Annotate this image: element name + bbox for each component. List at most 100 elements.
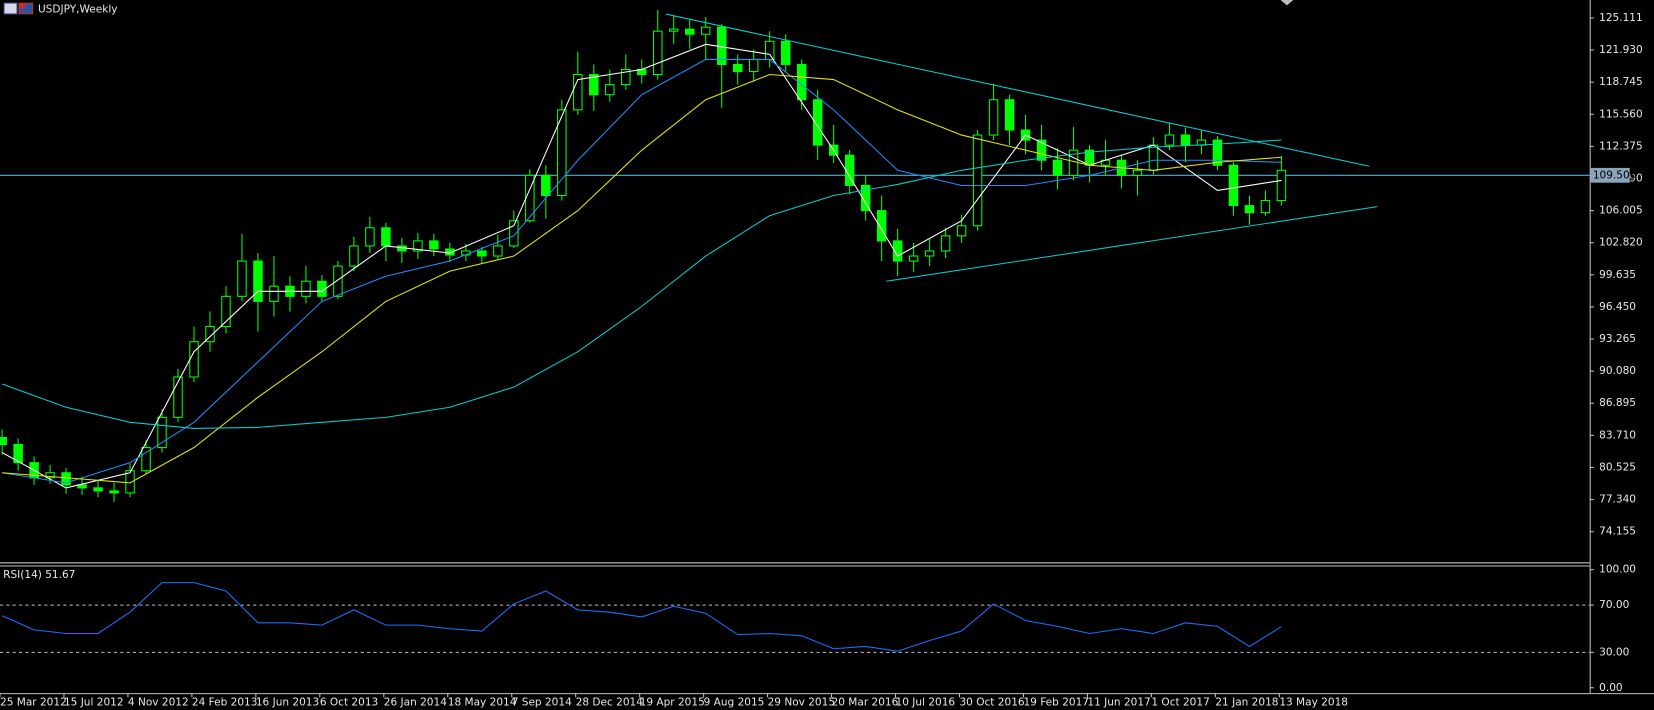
- y-tick-label: 86.895: [1599, 397, 1636, 409]
- y-tick-label: 0.00: [1599, 682, 1622, 694]
- candle-body: [956, 225, 967, 237]
- y-tick-label: 100.00: [1599, 564, 1636, 576]
- candle-body: [908, 255, 919, 262]
- candle-body: [653, 30, 663, 76]
- candle-body: [716, 26, 727, 65]
- x-tick-label: 25 Mar 2012: [0, 697, 67, 709]
- x-tick-label: 15 Jul 2012: [64, 697, 124, 709]
- candle-body: [748, 58, 759, 73]
- candle-body: [1052, 159, 1063, 176]
- x-tick-label: 30 Oct 2016: [959, 697, 1024, 709]
- candle-body: [413, 240, 423, 252]
- candle-body: [1148, 144, 1159, 171]
- candle-body: [1260, 200, 1271, 214]
- x-tick-label: 28 Dec 2014: [576, 697, 644, 709]
- candle-body: [365, 227, 375, 247]
- y-tick-label: 93.265: [1599, 333, 1636, 345]
- candle-body: [109, 490, 119, 494]
- x-tick-label: 20 Mar 2016: [832, 697, 899, 709]
- candle-body: [1132, 169, 1143, 176]
- symbol-icon: [3, 2, 34, 15]
- candle-body: [93, 487, 103, 492]
- x-tick-label: 16 Jun 2013: [256, 697, 319, 709]
- x-tick-label: 21 Jan 2018: [1215, 697, 1278, 709]
- candle-body: [157, 416, 167, 449]
- rsi-label: RSI(14) 51.67: [3, 569, 75, 581]
- candle-body: [0, 436, 7, 446]
- candle-body: [13, 444, 23, 464]
- candle-body: [301, 280, 311, 297]
- candle-body: [237, 260, 247, 297]
- candle-body: [1164, 134, 1175, 146]
- candle-body: [988, 99, 999, 136]
- x-tick-label: 11 Jun 2017: [1087, 697, 1150, 709]
- rsi-line: [1, 582, 1282, 652]
- candle-body: [429, 240, 439, 250]
- y-tick-label: 90.080: [1599, 365, 1636, 377]
- candle-body: [141, 447, 151, 472]
- trend-line: [886, 206, 1378, 282]
- y-tick-label: 115.560: [1599, 108, 1643, 120]
- y-tick-label: 30.00: [1599, 646, 1629, 658]
- candle-body: [205, 326, 215, 343]
- candle-body: [173, 376, 183, 418]
- candle-body: [61, 472, 71, 486]
- x-tick-label: 7 Sep 2014: [512, 697, 572, 709]
- candle-body: [684, 28, 695, 35]
- candle-body: [189, 341, 199, 378]
- candle-body: [1180, 134, 1191, 146]
- x-tick-label: 18 May 2014: [448, 697, 517, 709]
- candle-body: [605, 84, 615, 96]
- x-tick-label: 19 Apr 2015: [640, 697, 705, 709]
- candle-body: [269, 285, 279, 302]
- moving-average: [2, 73, 1282, 484]
- candle-body: [621, 68, 631, 86]
- x-tick-label: 24 Feb 2013: [192, 697, 258, 709]
- candle-body: [349, 245, 359, 267]
- candle-body: [1228, 164, 1239, 207]
- x-tick-label: 9 Aug 2015: [704, 697, 765, 709]
- y-tick-label: 70.00: [1599, 599, 1629, 611]
- candle-body: [541, 174, 551, 197]
- candle-body: [1004, 99, 1015, 131]
- axes: 125.111121.930118.745115.560112.375109.1…: [0, 12, 1643, 709]
- y-tick-label: 121.930: [1599, 44, 1643, 56]
- price-pane: [0, 10, 1590, 502]
- price-box-label: 109.506: [1593, 169, 1637, 181]
- candle-body: [1212, 139, 1223, 166]
- candle-body: [493, 245, 503, 257]
- x-tick-label: 4 Nov 2012: [128, 697, 189, 709]
- candle-body: [892, 240, 903, 262]
- x-tick-label: 13 May 2018: [1279, 697, 1348, 709]
- candle-body: [573, 74, 583, 111]
- candle-body: [924, 250, 935, 257]
- candle-body: [764, 40, 775, 60]
- candle-body: [125, 470, 135, 494]
- scroll-marker: [1280, 0, 1294, 6]
- candle-body: [509, 220, 519, 247]
- candle-body: [796, 63, 807, 101]
- moving-average: [2, 58, 1282, 484]
- candle-body: [669, 28, 679, 32]
- candle-body: [253, 260, 263, 302]
- candle-body: [700, 26, 711, 35]
- y-tick-label: 118.745: [1599, 76, 1643, 88]
- price-box: [1590, 167, 1630, 183]
- candle-body: [732, 63, 743, 73]
- candle-body: [1036, 139, 1047, 161]
- y-tick-label: 96.450: [1599, 301, 1636, 313]
- y-tick-label: 102.820: [1599, 237, 1643, 249]
- y-tick-label: 74.155: [1599, 526, 1636, 538]
- candle-body: [333, 265, 343, 297]
- y-tick-label: 80.525: [1599, 461, 1636, 473]
- x-tick-label: 19 Feb 2017: [1023, 697, 1089, 709]
- x-tick-label: 1 Oct 2017: [1151, 697, 1209, 709]
- rsi-pane: [0, 582, 1590, 653]
- x-tick-label: 29 Nov 2015: [768, 697, 835, 709]
- y-tick-label: 112.375: [1599, 140, 1643, 152]
- x-tick-label: 10 Jul 2016: [896, 697, 956, 709]
- candle-body: [589, 74, 599, 96]
- y-tick-label: 125.111: [1599, 12, 1643, 24]
